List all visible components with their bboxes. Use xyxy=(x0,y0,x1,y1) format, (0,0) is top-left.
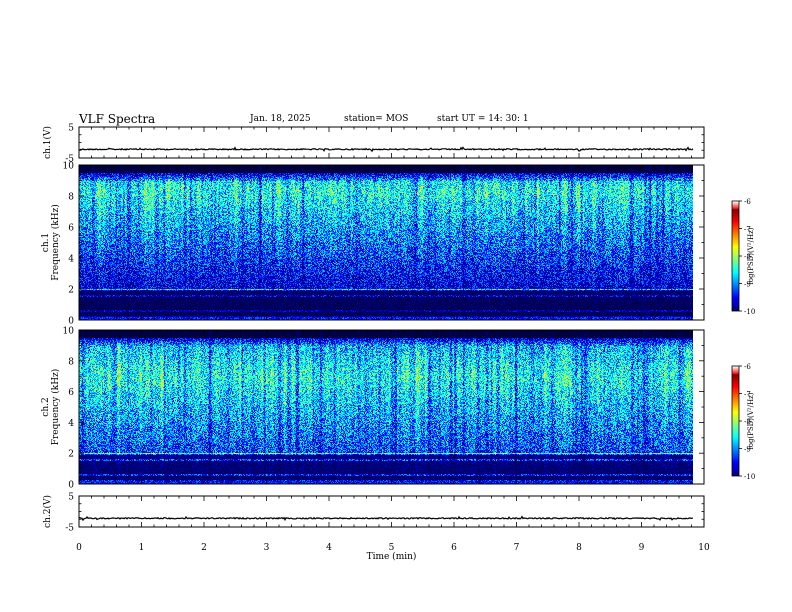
y-axis-label: ch.1(V) xyxy=(42,126,53,159)
y-tick-label: 4 xyxy=(68,419,74,429)
x-tick-label: 0 xyxy=(76,543,82,553)
y-axis-label-frequency: Frequency (kHz) xyxy=(50,204,61,281)
x-axis-label: Time (min) xyxy=(367,551,417,562)
station-label: station= MOS xyxy=(344,114,409,124)
start-time-label: start UT = 14: 30: 1 xyxy=(437,114,529,124)
colorbar-tick-label: -10 xyxy=(744,473,755,481)
date-label: Jan. 18, 2025 xyxy=(250,114,311,124)
colorbar-tick-label: -6 xyxy=(744,363,751,371)
x-tick-label: 5 xyxy=(389,543,395,553)
x-tick-label: 10 xyxy=(698,543,710,553)
y-axis-label-channel: ch.2 xyxy=(41,397,51,416)
y-tick-label: -5 xyxy=(65,524,74,534)
y-axis-label: ch.2(V) xyxy=(42,495,53,528)
y-tick-label: 2 xyxy=(68,286,74,296)
colorbar-tick-label: -9 xyxy=(744,446,751,454)
y-axis-label-channel: ch.1 xyxy=(41,233,51,252)
x-tick-label: 6 xyxy=(451,543,457,553)
colorbar-label: log(PSD)(V²/Hz) xyxy=(747,392,755,449)
colorbar-tick-label: -8 xyxy=(744,253,751,261)
colorbar-tick-label: -9 xyxy=(744,281,751,289)
y-tick-label: 4 xyxy=(68,255,74,265)
figure-title: VLF Spectra xyxy=(79,112,156,126)
colorbar-label: log(PSD)(V²/Hz) xyxy=(747,227,755,284)
y-tick-label: -5 xyxy=(65,155,74,165)
colorbar-tick-label: -7 xyxy=(744,391,751,399)
spectrogram-ch1-image xyxy=(79,165,693,320)
x-tick-label: 2 xyxy=(201,543,207,553)
colorbar-frame xyxy=(731,200,740,312)
x-tick-label: 1 xyxy=(139,543,145,553)
panel-frame-2 xyxy=(78,164,705,321)
panel-frame-3 xyxy=(78,329,705,485)
colorbar-tick-label: -10 xyxy=(744,308,755,316)
waveform-trace-ch1 xyxy=(79,146,694,153)
y-tick-label: 6 xyxy=(68,224,74,234)
y-axis-label-frequency: Frequency (kHz) xyxy=(50,369,61,446)
y-tick-label: 10 xyxy=(63,162,75,172)
y-tick-label: 0 xyxy=(68,317,74,327)
x-tick-label: 4 xyxy=(326,543,332,553)
colorbar-tick-label: -7 xyxy=(744,226,751,234)
colorbar-ch1 xyxy=(732,201,739,311)
colorbar-tick-label: -8 xyxy=(744,418,751,426)
x-tick-label: 7 xyxy=(514,543,520,553)
x-tick-label: 3 xyxy=(264,543,270,553)
spectrogram-ch2-image xyxy=(79,330,693,484)
y-tick-label: 5 xyxy=(68,493,74,503)
waveform-trace-ch2 xyxy=(79,515,694,522)
y-tick-label: 2 xyxy=(68,450,74,460)
y-tick-label: 5 xyxy=(68,124,74,134)
y-tick-label: 10 xyxy=(63,327,75,337)
y-tick-label: 8 xyxy=(68,357,74,367)
y-tick-label: 8 xyxy=(68,193,74,203)
x-tick-label: 9 xyxy=(639,543,645,553)
colorbar-ch2 xyxy=(732,366,739,476)
y-tick-label: 0 xyxy=(68,481,74,491)
colorbar-frame xyxy=(731,365,740,477)
y-tick-label: 6 xyxy=(68,388,74,398)
x-tick-label: 8 xyxy=(576,543,582,553)
colorbar-tick-label: -6 xyxy=(744,198,751,206)
